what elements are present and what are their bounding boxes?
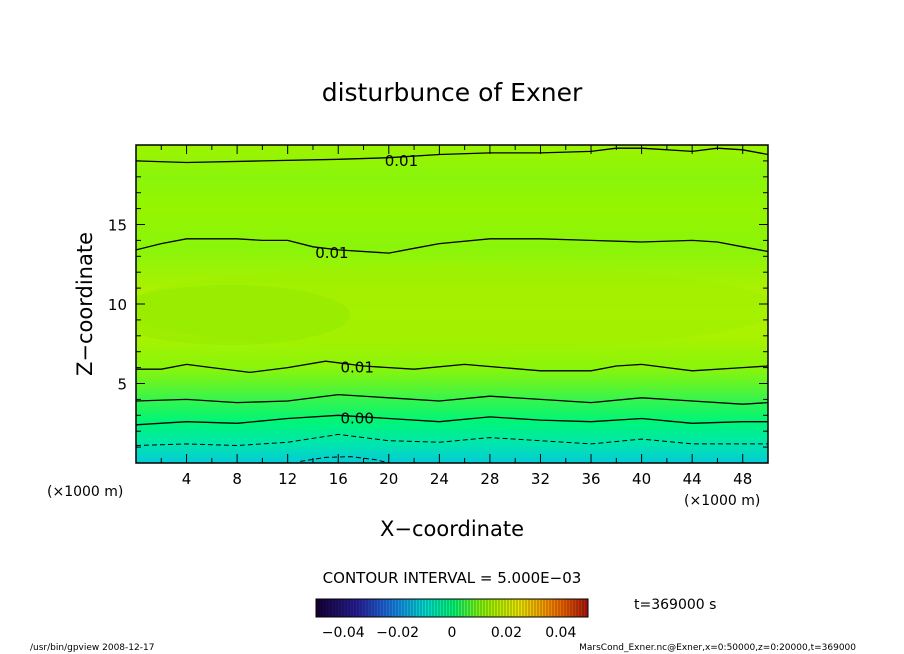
- chart-title: disturbunce of Exner: [322, 78, 583, 107]
- x-tick-label-48: 48: [733, 470, 752, 488]
- x-tick-label-16: 16: [329, 470, 348, 488]
- plot-area: [136, 145, 768, 463]
- contour-labels: 0.01 0.01 0.01 0.00: [315, 152, 418, 428]
- contour-label-3: 0.00: [340, 409, 373, 427]
- x-axis-label: X−coordinate: [380, 517, 524, 541]
- colorbar: −0.04 −0.02 0 0.02 0.04: [315, 598, 589, 641]
- x-tick-label-40: 40: [632, 470, 651, 488]
- contour-label-1: 0.01: [315, 244, 348, 262]
- time-text: t=369000 s: [634, 597, 716, 613]
- contour-line-6: [300, 456, 389, 463]
- x-tick-label-28: 28: [480, 470, 499, 488]
- footer-right: MarsCond_Exner.nc@Exner,x=0:50000,z=0:20…: [579, 643, 856, 653]
- x-axis-ticks: 4 8 12 16 20 24 28 32 36 40 44 48: [160, 145, 752, 488]
- contour-line-2: [136, 360, 768, 374]
- colorbar-stripes: [318, 599, 587, 617]
- x-tick-label-8: 8: [232, 470, 242, 488]
- colorbar-ticks: −0.04 −0.02 0 0.02 0.04: [322, 625, 577, 641]
- colorbar-tick-label-2: 0: [448, 625, 457, 641]
- x-tick-label-36: 36: [581, 470, 600, 488]
- contour-line-4: [136, 414, 768, 426]
- x-tick-label-4: 4: [182, 470, 192, 488]
- contour-line-1: [136, 238, 768, 254]
- colorbar-tick-label-4: 0.04: [545, 625, 576, 641]
- y-tick-label-5: 5: [117, 376, 127, 394]
- contour-interval-text: CONTOUR INTERVAL = 5.000E−03: [323, 569, 582, 587]
- x-tick-label-12: 12: [278, 470, 297, 488]
- y-axis-ticks: 5 10 15: [108, 160, 768, 448]
- y-axis-unit: (×1000 m): [47, 484, 123, 500]
- colorbar-frame: [315, 598, 589, 618]
- colorbar-tick-label-1: −0.02: [376, 625, 419, 641]
- x-tick-label-32: 32: [531, 470, 550, 488]
- colorbar-tick-label-3: 0.02: [491, 625, 522, 641]
- contour-label-0: 0.01: [385, 152, 418, 170]
- x-axis-unit: (×1000 m): [684, 493, 760, 509]
- x-tick-label-24: 24: [430, 470, 449, 488]
- y-tick-label-15: 15: [108, 217, 127, 235]
- y-tick-label-10: 10: [108, 296, 127, 314]
- x-tick-label-44: 44: [683, 470, 702, 488]
- contour-label-2: 0.01: [340, 359, 373, 377]
- field-max-blob-left: [136, 285, 350, 345]
- contour-line-3: [136, 393, 768, 405]
- footer-left: /usr/bin/gpview 2008-12-17: [30, 643, 154, 653]
- x-tick-label-20: 20: [379, 470, 398, 488]
- y-axis-label: Z−coordinate: [73, 232, 97, 376]
- field-max-blob: [136, 266, 768, 350]
- colorbar-tick-label-0: −0.04: [322, 625, 365, 641]
- contour-line-5: [136, 433, 768, 447]
